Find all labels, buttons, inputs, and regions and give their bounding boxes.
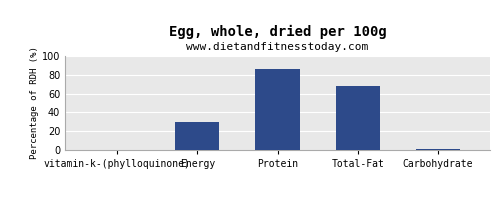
Bar: [256, 69, 300, 150]
Text: Egg, whole, dried per 100g: Egg, whole, dried per 100g: [168, 25, 386, 39]
Bar: [416, 149, 460, 150]
Bar: [336, 86, 380, 150]
Text: www.dietandfitnesstoday.com: www.dietandfitnesstoday.com: [186, 42, 368, 52]
Bar: [176, 122, 220, 150]
Y-axis label: Percentage of RDH (%): Percentage of RDH (%): [30, 47, 39, 159]
